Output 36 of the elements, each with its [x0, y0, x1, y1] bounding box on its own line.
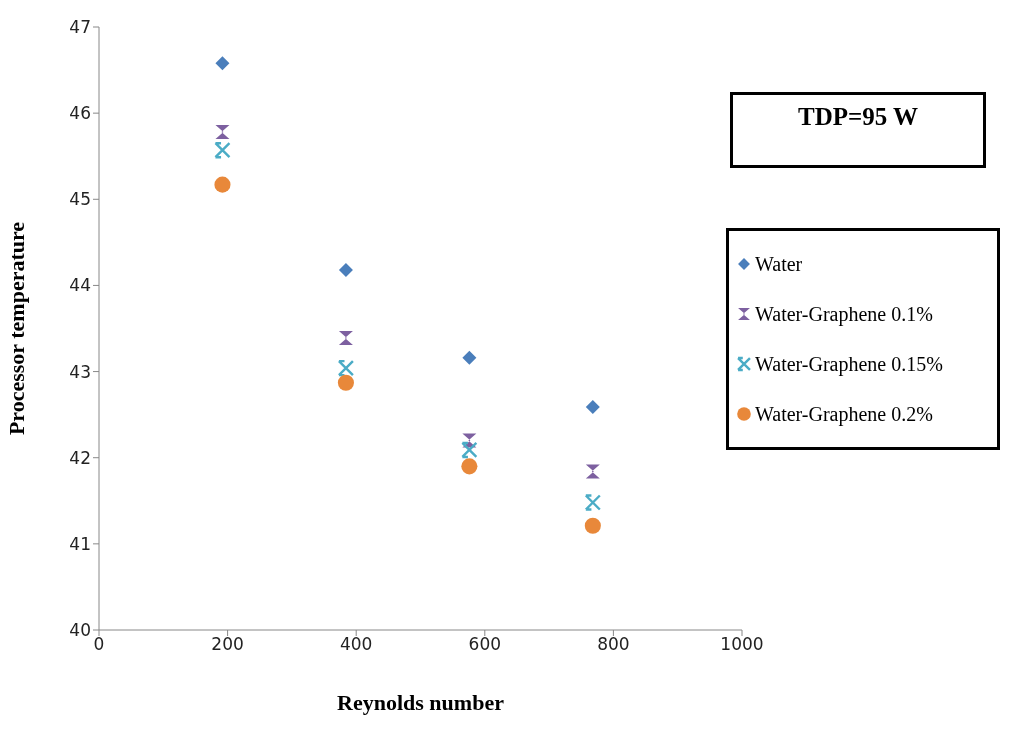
legend-label: Water [755, 252, 803, 276]
y-tick-label: 44 [69, 275, 91, 296]
point [337, 359, 355, 377]
legend-label: Water-Graphene 0.1% [755, 302, 933, 326]
x-tick-label: 400 [339, 634, 373, 655]
point [461, 458, 478, 475]
text: TDP=95 W [730, 92, 986, 168]
point [338, 262, 353, 277]
point [585, 464, 600, 479]
x-tick-label: 200 [211, 634, 244, 655]
point [462, 350, 477, 365]
point [584, 494, 602, 511]
x-tick-label: 1000 [720, 634, 764, 655]
y-tick-label: 41 [69, 533, 91, 554]
legend-label: Water-Graphene 0.15% [755, 352, 943, 376]
point [337, 374, 354, 391]
point [214, 141, 231, 159]
legend-label: Water-Graphene 0.2% [755, 402, 933, 426]
y-tick-label: 46 [69, 103, 91, 124]
point [215, 125, 230, 140]
point [214, 176, 231, 193]
point [585, 399, 600, 414]
x-tick-label: 0 [93, 634, 105, 655]
y-tick-label: 43 [69, 361, 91, 382]
y-tick-label: 40 [69, 620, 91, 641]
x-tick-label: 600 [468, 634, 502, 655]
y-tick-label: 42 [69, 447, 91, 468]
x-axis-title: Reynolds number [337, 690, 505, 715]
y-tick-label: 45 [69, 189, 91, 210]
y-axis-title: Processor temperature [3, 221, 29, 436]
y-tick-label: 47 [69, 17, 91, 38]
point [338, 330, 353, 345]
point [461, 441, 478, 459]
point [584, 517, 601, 534]
point [215, 56, 230, 71]
x-tick-label: 800 [597, 634, 630, 655]
